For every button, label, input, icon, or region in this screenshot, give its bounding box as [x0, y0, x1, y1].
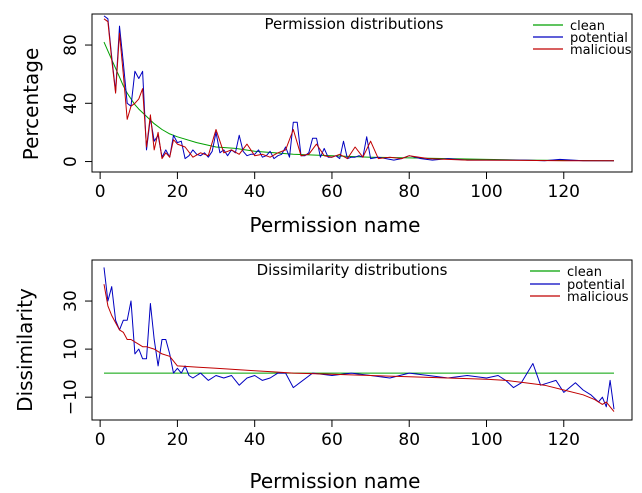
dissimilarity-chart: Dissimilarity distributions Permission n…	[13, 259, 633, 493]
series-group-dissimilarity	[103, 267, 615, 412]
x-tick-label: 40	[244, 430, 266, 450]
y-tick-label: 80	[61, 34, 81, 56]
series-line-potential	[103, 267, 615, 410]
plot-frame-dissimilarity	[91, 259, 633, 421]
chart-title-permission: Permission distributions	[265, 15, 444, 33]
x-tick-label: 20	[167, 430, 189, 450]
x-tick-label: 60	[321, 182, 343, 202]
x-tick-label: 60	[321, 430, 343, 450]
x-axis-label-permission: Permission name	[250, 213, 421, 237]
x-tick-label: 0	[95, 430, 106, 450]
series-line-clean	[103, 41, 615, 162]
series-group-permission	[103, 15, 615, 162]
y-tick-label: 10	[61, 338, 81, 360]
legend-permission: clean potential malicious	[533, 19, 632, 58]
legend-label-potential: potential	[567, 278, 625, 293]
x-tick-label: 100	[470, 182, 502, 202]
plot-frame-permission	[91, 13, 633, 173]
y-tick-label: 0	[61, 156, 81, 167]
x-tick-label: 120	[548, 430, 580, 450]
x-tick-label: 20	[167, 182, 189, 202]
y-axis-label-permission: Percentage	[19, 48, 43, 161]
legend-label-clean: clean	[570, 19, 605, 34]
legend-label-malicious: malicious	[570, 43, 632, 58]
legend-dissimilarity: clean potential malicious	[530, 265, 629, 305]
permission-chart: Permission distributions Permission name…	[19, 13, 633, 237]
y-tick-label: 30	[61, 290, 81, 312]
axis-ticks-permission: 0 20 40 60 80 100 120 0 40 80	[61, 34, 580, 202]
x-tick-label: 120	[548, 182, 580, 202]
legend-label-potential: potential	[570, 31, 628, 46]
x-tick-label: 100	[470, 430, 502, 450]
x-tick-label: 80	[398, 430, 420, 450]
y-axis-label-dissimilarity: Dissimilarity	[13, 288, 37, 412]
legend-label-malicious: malicious	[567, 290, 629, 305]
y-tick-label: 40	[61, 92, 81, 114]
y-tick-label: −10	[61, 379, 81, 415]
x-axis-label-dissimilarity: Permission name	[250, 469, 421, 493]
x-tick-label: 80	[398, 182, 420, 202]
chart-title-dissimilarity: Dissimilarity distributions	[257, 261, 448, 279]
series-line-malicious	[103, 284, 615, 412]
x-tick-label: 0	[95, 182, 106, 202]
legend-label-clean: clean	[567, 265, 602, 280]
x-tick-label: 40	[244, 182, 266, 202]
series-line-malicious	[103, 18, 615, 162]
axis-ticks-dissimilarity: 0 20 40 60 80 100 120 −10 10 30	[61, 290, 580, 450]
